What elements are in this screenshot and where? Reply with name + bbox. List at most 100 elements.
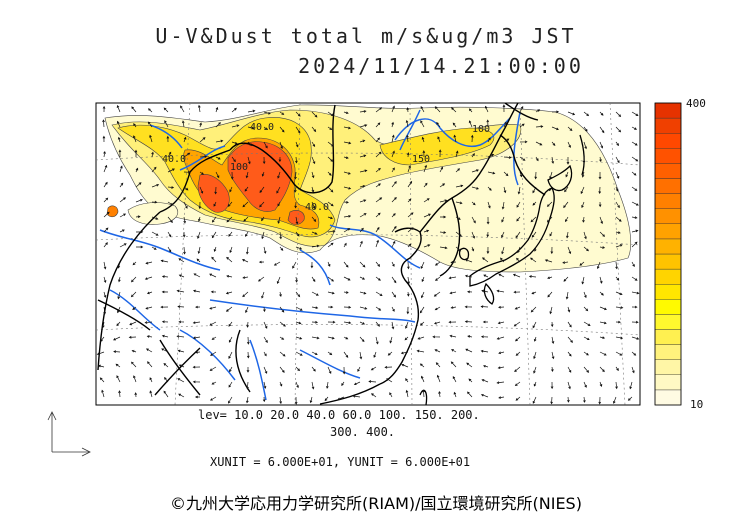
wind-arrow xyxy=(487,201,491,209)
wind-arrow xyxy=(391,121,395,128)
wind-arrow xyxy=(373,351,377,358)
wind-arrow xyxy=(464,305,473,309)
wind-arrow xyxy=(549,231,553,237)
contour-label: 100 xyxy=(230,162,248,173)
wind-arrow xyxy=(533,381,537,387)
wind-arrow xyxy=(327,336,335,340)
wind-arrow xyxy=(100,336,105,342)
wind-arrow xyxy=(149,377,153,383)
wind-arrow xyxy=(231,156,236,163)
wind-arrow xyxy=(263,111,271,115)
wind-arrow xyxy=(180,105,185,113)
wind-arrow xyxy=(359,110,367,113)
wind-arrow xyxy=(435,362,441,368)
wind-arrow xyxy=(497,321,505,325)
wind-arrow xyxy=(517,186,521,195)
wind-arrow xyxy=(177,349,185,353)
wind-arrow xyxy=(131,361,137,368)
wind-arrow xyxy=(359,276,366,280)
wind-arrow xyxy=(327,261,331,267)
wind-arrow xyxy=(295,336,303,340)
wind-arrow xyxy=(631,126,638,130)
wind-arrow xyxy=(375,261,381,267)
wind-arrow xyxy=(273,261,281,266)
wind-arrow xyxy=(229,186,233,193)
wind-arrow xyxy=(455,231,462,237)
wind-arrow xyxy=(311,320,319,324)
wind-arrow xyxy=(311,336,320,340)
wind-arrow xyxy=(295,321,302,325)
wind-arrow xyxy=(416,349,425,353)
wind-arrow xyxy=(229,246,233,254)
wind-arrow xyxy=(406,152,410,158)
wind-arrow xyxy=(295,366,301,372)
wind-arrow xyxy=(391,181,397,188)
wind-arrow xyxy=(420,120,425,128)
wind-arrow xyxy=(151,183,160,188)
wind-arrow xyxy=(599,231,606,237)
wind-arrow xyxy=(359,124,368,128)
wind-arrow xyxy=(119,165,123,173)
wind-arrow xyxy=(598,396,602,405)
wind-arrow xyxy=(196,258,201,263)
wind-arrow xyxy=(102,105,106,113)
wind-arrow xyxy=(583,111,590,117)
wind-arrow xyxy=(471,169,479,173)
wind-arrow xyxy=(434,349,441,353)
wind-arrow xyxy=(484,105,489,113)
wind-arrow xyxy=(183,152,191,158)
wind-arrow xyxy=(359,261,366,268)
wind-arrow xyxy=(132,135,137,143)
wind-arrow xyxy=(551,126,559,131)
wind-arrow xyxy=(295,141,299,148)
wind-arrow xyxy=(501,246,505,255)
wind-arrow xyxy=(583,246,589,252)
wind-arrow xyxy=(353,381,361,386)
wind-arrow xyxy=(311,244,320,248)
wind-arrow xyxy=(387,351,393,356)
wind-arrow xyxy=(246,321,249,328)
wind-arrow xyxy=(375,183,381,188)
wind-arrow xyxy=(192,336,201,340)
wind-arrow xyxy=(566,157,570,165)
wind-arrow xyxy=(247,126,255,130)
wind-arrow xyxy=(487,153,495,158)
wind-arrow xyxy=(615,171,620,179)
wind-arrow xyxy=(244,186,249,192)
wind-arrow xyxy=(530,306,537,313)
wind-arrow xyxy=(481,289,489,293)
wind-arrow xyxy=(279,306,285,313)
wind-arrow xyxy=(450,361,457,368)
wind-arrow xyxy=(103,306,107,315)
wind-arrow xyxy=(480,305,489,308)
wind-arrow xyxy=(263,366,268,374)
wind-arrow xyxy=(422,389,425,398)
wind-arrow xyxy=(198,216,201,222)
wind-arrow xyxy=(615,291,623,296)
wind-arrow xyxy=(437,136,441,143)
wind-arrow xyxy=(434,306,441,311)
wind-arrow xyxy=(343,228,351,233)
wind-arrow xyxy=(327,201,334,207)
wind-arrow xyxy=(311,216,317,222)
wind-arrow xyxy=(261,171,265,177)
wind-arrow xyxy=(598,186,602,195)
wind-arrow xyxy=(533,351,537,360)
wind-arrow xyxy=(151,216,159,220)
wind-arrow xyxy=(579,261,585,266)
wind-arrow xyxy=(391,240,396,248)
wind-arrow xyxy=(391,213,396,218)
wind-arrow xyxy=(103,276,107,283)
wind-arrow xyxy=(178,393,185,398)
wind-arrow xyxy=(279,336,285,340)
colorbar xyxy=(654,102,682,406)
wind-arrow xyxy=(368,380,377,383)
wind-arrow xyxy=(598,201,602,208)
reference-vector-axes xyxy=(47,411,91,457)
wind-arrow xyxy=(245,396,249,404)
wind-arrow xyxy=(599,126,605,134)
wind-arrow xyxy=(295,381,299,389)
wind-arrow xyxy=(343,276,351,281)
wind-arrow xyxy=(209,366,217,371)
wind-arrow xyxy=(487,137,491,143)
